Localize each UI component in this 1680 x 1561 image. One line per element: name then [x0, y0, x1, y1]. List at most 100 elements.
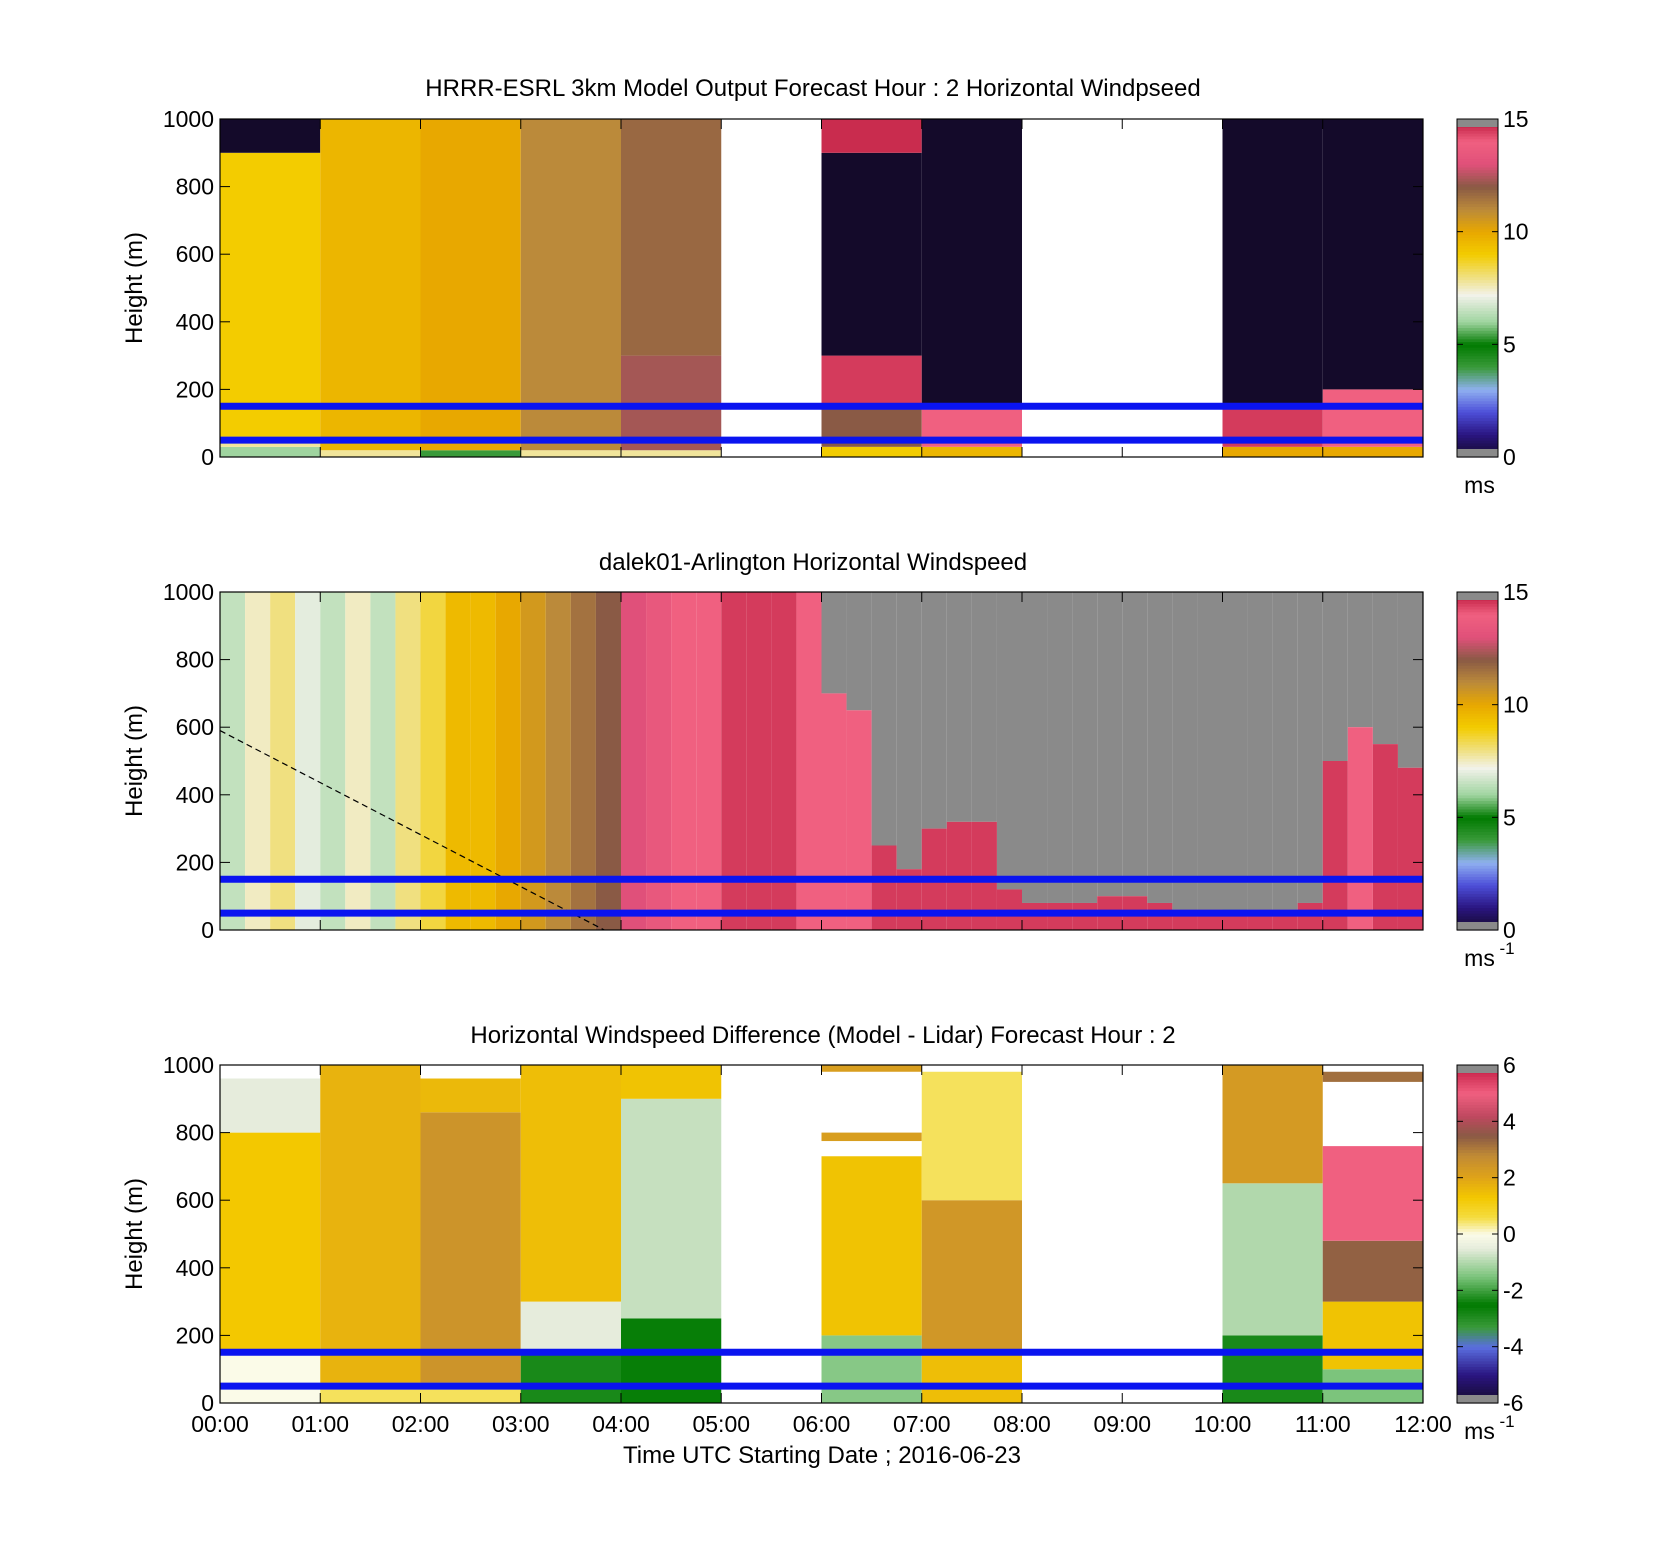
- colorbar-swatch: [1457, 445, 1498, 450]
- colorbar-swatch: [1457, 862, 1498, 866]
- colorbar-swatch: [1457, 758, 1498, 762]
- colorbar-swatch: [1457, 226, 1498, 230]
- heatmap-cell: [671, 592, 697, 930]
- y-tick-label: 600: [176, 1187, 214, 1213]
- colorbar-swatch: [1457, 828, 1498, 833]
- colorbar-unit: ms: [1464, 945, 1495, 971]
- colorbar-swatch: [1457, 1101, 1498, 1106]
- colorbar-swatch: [1457, 1341, 1498, 1345]
- colorbar-swatch: [1457, 217, 1498, 221]
- heatmap-cell: [1222, 446, 1323, 457]
- colorbar-swatch: [1457, 130, 1498, 134]
- colorbar-swatch: [1457, 1065, 1498, 1073]
- colorbar-swatch: [1457, 775, 1498, 779]
- colorbar-swatch: [1457, 192, 1498, 196]
- heatmap-cell: [520, 450, 621, 457]
- colorbar-swatch: [1457, 290, 1498, 295]
- colorbar-swatch: [1457, 304, 1498, 309]
- colorbar-swatch: [1457, 1242, 1498, 1246]
- colorbar-swatch: [1457, 417, 1498, 421]
- y-axis: 0 200 400 600 800 1000: [163, 106, 1423, 470]
- colorbar-swatch: [1457, 231, 1498, 236]
- colorbar-swatch: [1457, 1076, 1498, 1080]
- heatmap-cell: [821, 1156, 922, 1336]
- panel-title: HRRR-ESRL 3km Model Output Forecast Hour…: [425, 75, 1200, 102]
- colorbar-swatch: [1457, 868, 1498, 872]
- heatmap-cell: [1022, 592, 1048, 903]
- colorbar-swatch: [1457, 814, 1498, 818]
- reference-lines: [220, 1348, 1423, 1390]
- colorbar-swatch: [1457, 273, 1498, 278]
- heatmap-cell: [846, 592, 872, 711]
- colorbar-swatch: [1457, 310, 1498, 314]
- colorbar-swatch: [1457, 628, 1498, 633]
- colorbar-swatch: [1457, 1129, 1498, 1134]
- colorbar-swatch: [1457, 1332, 1498, 1336]
- colorbar-swatch: [1457, 738, 1498, 742]
- colorbar-swatch: [1457, 1160, 1498, 1165]
- colorbar-swatch: [1457, 220, 1498, 224]
- colorbar-swatch: [1457, 884, 1498, 889]
- colorbar-swatch: [1457, 1290, 1498, 1294]
- colorbar-swatch: [1457, 442, 1498, 447]
- heatmap-cell: [220, 1352, 321, 1403]
- colorbar-swatch: [1457, 834, 1498, 838]
- colorbar-swatch: [1457, 434, 1498, 438]
- heatmap-cell: [595, 592, 621, 930]
- colorbar-swatch: [1457, 175, 1498, 179]
- colorbar-swatch: [1457, 899, 1498, 903]
- colorbar-swatch: [1457, 673, 1498, 678]
- colorbar-swatch: [1457, 922, 1498, 930]
- x-axis: [219, 119, 1424, 457]
- colorbar-swatch: [1457, 670, 1498, 675]
- colorbar-swatch: [1457, 262, 1498, 267]
- colorbar-swatch: [1457, 302, 1498, 306]
- heatmap-cell: [220, 1078, 321, 1133]
- colorbar-swatch: [1457, 639, 1498, 644]
- y-axis: 0 200 400 600 800 1000: [163, 1052, 1423, 1416]
- colorbar-swatch: [1457, 617, 1498, 621]
- colorbar-swatch: [1457, 1253, 1498, 1258]
- colorbar-swatch: [1457, 383, 1498, 388]
- colorbar-swatch: [1457, 164, 1498, 168]
- colorbar-swatch: [1457, 338, 1498, 343]
- colorbar-swatch: [1457, 276, 1498, 281]
- colorbar-swatch: [1457, 397, 1498, 402]
- colorbar-swatch: [1457, 1346, 1498, 1351]
- colorbar-tick-label: 15: [1503, 579, 1529, 605]
- colorbar-swatch: [1457, 651, 1498, 655]
- colorbar-swatch: [1457, 642, 1498, 647]
- colorbar-swatch: [1457, 783, 1498, 787]
- colorbar-swatch: [1457, 440, 1498, 444]
- colorbar-frame: [1456, 118, 1499, 458]
- x-tick-label: 04:00: [592, 1411, 650, 1437]
- heatmap-cell: [1322, 119, 1423, 390]
- colorbar-swatch: [1457, 254, 1498, 258]
- colorbar-swatch: [1457, 890, 1498, 894]
- colorbar-swatch: [1457, 918, 1498, 923]
- heatmap-cell: [1347, 592, 1373, 728]
- colorbar-swatch: [1457, 682, 1498, 686]
- colorbar-swatch: [1457, 271, 1498, 275]
- colorbar-tick-label: 0: [1503, 1221, 1516, 1247]
- y-tick-label: 400: [176, 309, 214, 335]
- colorbar-swatch: [1457, 420, 1498, 424]
- colorbar-swatch: [1457, 859, 1498, 863]
- colorbar-swatch: [1457, 718, 1498, 723]
- colorbar-swatch: [1457, 449, 1498, 457]
- colorbar-swatch: [1457, 876, 1498, 880]
- colorbar-swatch: [1457, 721, 1498, 725]
- colorbar-swatch: [1457, 1307, 1498, 1311]
- colorbar: 0 5 10 15 ms -1: [1456, 579, 1529, 971]
- colorbar-swatch: [1457, 1112, 1498, 1117]
- heatmap-cell: [495, 592, 521, 930]
- colorbar-swatch: [1457, 169, 1498, 174]
- colorbar-swatch: [1457, 715, 1498, 720]
- heatmap-cell: [1222, 592, 1248, 914]
- heatmap-cell: [320, 450, 421, 457]
- colorbar-swatch: [1457, 1279, 1498, 1283]
- colorbar-swatch: [1457, 248, 1498, 252]
- colorbar-swatch: [1457, 172, 1498, 176]
- colorbar-swatch: [1457, 178, 1498, 182]
